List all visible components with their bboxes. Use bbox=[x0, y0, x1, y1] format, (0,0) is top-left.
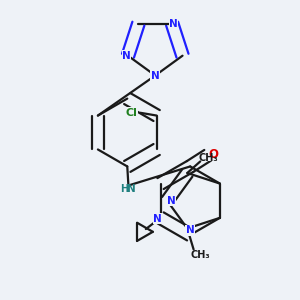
Text: N: N bbox=[127, 184, 136, 194]
Text: N: N bbox=[186, 225, 194, 235]
Text: CH₃: CH₃ bbox=[199, 153, 218, 163]
Text: N: N bbox=[167, 196, 176, 206]
Text: N: N bbox=[151, 70, 160, 80]
Text: N: N bbox=[153, 214, 162, 224]
Text: Cl: Cl bbox=[125, 108, 137, 118]
Text: N: N bbox=[169, 19, 178, 28]
Text: O: O bbox=[208, 148, 218, 161]
Text: H: H bbox=[120, 184, 128, 194]
Text: CH₃: CH₃ bbox=[190, 250, 210, 260]
Text: N: N bbox=[122, 51, 131, 61]
